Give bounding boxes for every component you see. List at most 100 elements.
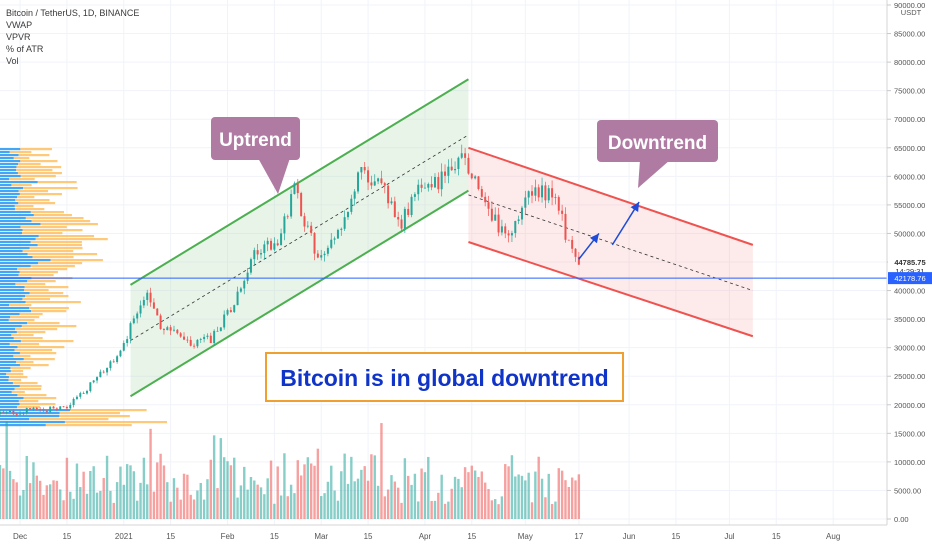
vpvr-bar-down <box>16 169 53 172</box>
candle-body <box>306 225 309 227</box>
indicator-vpvr[interactable]: VPVR <box>6 32 31 42</box>
candle-body <box>243 280 246 289</box>
volume-bar <box>202 499 206 519</box>
candle-body <box>39 409 42 410</box>
volume-bar <box>309 463 313 519</box>
candle-body <box>531 191 534 196</box>
volume-bar <box>256 484 259 519</box>
vpvr-bar-down <box>19 313 43 316</box>
vpvr-bar-down <box>37 181 77 184</box>
uptrend-channel[interactable] <box>129 78 469 398</box>
projection-arrow[interactable] <box>611 201 640 246</box>
vpvr-bar-down <box>8 379 22 382</box>
vpvr-bar-down <box>24 289 49 292</box>
vpvr-bar-up <box>0 304 10 307</box>
vpvr-bar-down <box>12 382 38 385</box>
candle-body <box>460 153 463 158</box>
candle-body <box>82 393 85 394</box>
uptrend-upper-line[interactable] <box>129 78 469 286</box>
vpvr-bar-up <box>0 202 19 205</box>
price-tick-label: 80000.00 <box>894 58 925 67</box>
volume-bar <box>28 483 32 519</box>
candle-body <box>487 202 490 209</box>
candle-body <box>209 335 212 344</box>
vpvr-bar-up <box>0 340 21 343</box>
vpvr-bar-down <box>37 244 82 247</box>
indicator-vol[interactable]: Vol <box>6 56 19 66</box>
candle-body <box>310 225 313 234</box>
vpvr-bar-up <box>0 226 21 229</box>
volume-bar <box>189 494 192 519</box>
vpvr-bar-down <box>20 226 67 229</box>
volume-bar <box>82 471 85 519</box>
vpvr-bar-up <box>0 175 21 178</box>
price-tick-label: 20000.00 <box>894 401 925 410</box>
price-axis[interactable]: USDT 90000.00 85000.00 80000.00 75000.00 700… <box>886 0 932 525</box>
vpvr-bar-down <box>20 148 52 151</box>
vpvr-bar-down <box>18 202 56 205</box>
downtrend-upper-line[interactable] <box>468 146 754 246</box>
volume-bar <box>125 464 129 519</box>
candle-body <box>52 406 55 409</box>
downtrend-lower-line[interactable] <box>468 241 754 338</box>
price-tick-label: 35000.00 <box>894 315 925 324</box>
volume-bar <box>410 484 413 519</box>
volume-bar <box>72 498 75 519</box>
candle-body <box>440 171 443 190</box>
vpvr-bar-down <box>21 325 77 328</box>
vpvr-bar-up <box>0 250 23 253</box>
candle-body <box>457 157 460 170</box>
volume-bar <box>222 457 226 519</box>
vpvr-bar-up <box>0 367 11 370</box>
vpvr-bar-down <box>8 319 35 322</box>
indicator-atr[interactable]: % of ATR <box>6 44 44 54</box>
grid <box>0 0 887 525</box>
uptrend-mid-line <box>130 134 469 341</box>
vpvr-bar-up <box>0 271 20 274</box>
volume-bar <box>567 486 571 519</box>
candle-body <box>159 315 162 330</box>
volume-bar <box>219 438 223 519</box>
candle-body <box>246 272 249 281</box>
volume-bar <box>169 501 172 519</box>
volume-bar <box>59 489 62 519</box>
candle-body <box>183 336 186 340</box>
candle-body <box>149 292 152 303</box>
volume-bar <box>510 455 514 519</box>
vpvr-bar-down <box>22 250 74 253</box>
candle-body <box>510 233 513 236</box>
projection-arrows[interactable] <box>578 201 640 260</box>
indicator-vwap[interactable]: VWAP <box>6 20 33 30</box>
candle-body <box>320 255 323 258</box>
vpvr-bar-down <box>18 190 49 193</box>
candle-body <box>577 256 580 265</box>
headline-callout[interactable]: Bitcoin is in global downtrend <box>265 352 624 402</box>
cursor-price-tag[interactable] <box>888 272 932 285</box>
uptrend-callout[interactable]: Uptrend <box>211 117 300 194</box>
time-axis[interactable]: Dec 15 2021 15 Feb 15 Mar 15 Apr 15 May 17 Jun 15 Jul 1… <box>0 524 932 550</box>
vpvr-bar-down <box>70 409 147 412</box>
downtrend-callout[interactable]: Downtrend <box>597 120 718 188</box>
candle-body <box>480 189 483 197</box>
projection-arrow[interactable] <box>578 232 600 260</box>
volume-bar <box>520 475 524 519</box>
vpvr-bar-up <box>0 361 17 364</box>
symbol-title: Bitcoin / TetherUS, 1D, BINANCE <box>6 8 140 18</box>
candle-body <box>270 240 273 250</box>
volume-bar <box>62 500 65 519</box>
volume-bar <box>363 466 366 519</box>
vpvr-bar-down <box>15 199 50 202</box>
candle-body <box>55 408 58 410</box>
vpvr-bar-up <box>0 385 20 388</box>
candle-body <box>467 157 470 174</box>
vpvr-bar-up <box>0 268 18 271</box>
candle-body <box>417 184 420 195</box>
volume-bar <box>413 473 417 519</box>
volume-bar <box>534 471 537 519</box>
candle-body <box>172 329 175 331</box>
vpvr-bar-down <box>27 280 56 283</box>
uptrend-lower-line[interactable] <box>129 189 469 398</box>
time-tick-label: 2021 <box>115 532 133 541</box>
candle-body <box>433 177 436 188</box>
